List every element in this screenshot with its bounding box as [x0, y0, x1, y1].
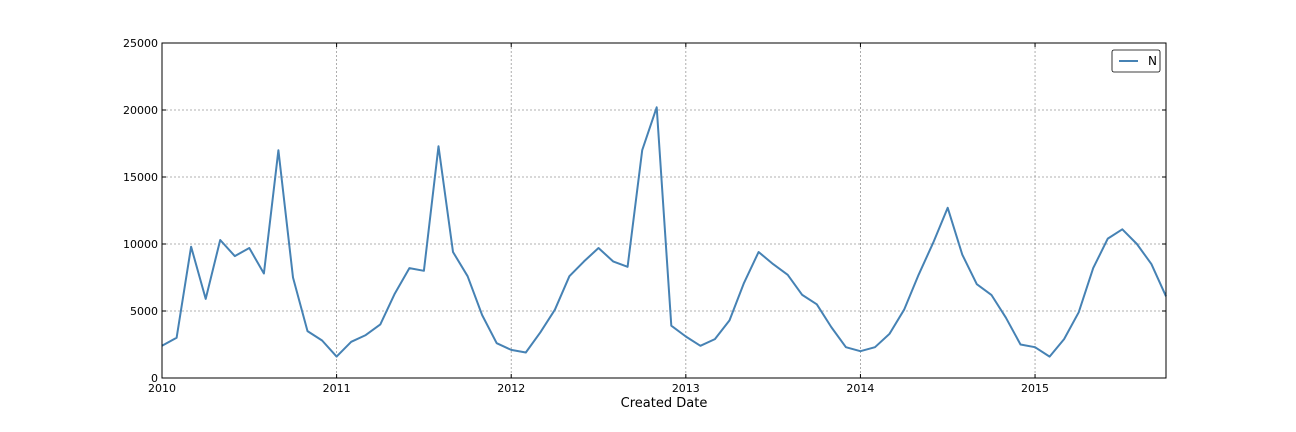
- y-tick-label: 10000: [123, 238, 158, 251]
- y-tick-label: 25000: [123, 37, 158, 50]
- x-axis-tick-labels: 2010 2011 2012 2013 2014 2015: [148, 382, 1049, 395]
- y-tick-label: 0: [151, 372, 158, 385]
- axis-ticks: [161, 42, 1166, 379]
- y-tick-label: 20000: [123, 104, 158, 117]
- x-tick-label: 2014: [846, 382, 874, 395]
- series-layer: [161, 106, 1167, 358]
- plot-frame: [161, 42, 1167, 379]
- x-tick-label: 2015: [1021, 382, 1049, 395]
- x-tick-label: 2010: [148, 382, 176, 395]
- x-tick-label: 2011: [323, 382, 351, 395]
- y-tick-label: 5000: [130, 305, 158, 318]
- y-tick-label: 15000: [123, 171, 158, 184]
- legend-label-n: N: [1148, 54, 1157, 68]
- series-line-n: [161, 106, 1167, 358]
- legend: N: [1111, 49, 1161, 73]
- x-axis-title: Created Date: [621, 396, 708, 411]
- x-tick-label: 2013: [672, 382, 700, 395]
- x-tick-label: 2012: [497, 382, 525, 395]
- y-axis-tick-labels: 0 5000 10000 15000 20000 25000: [123, 37, 158, 385]
